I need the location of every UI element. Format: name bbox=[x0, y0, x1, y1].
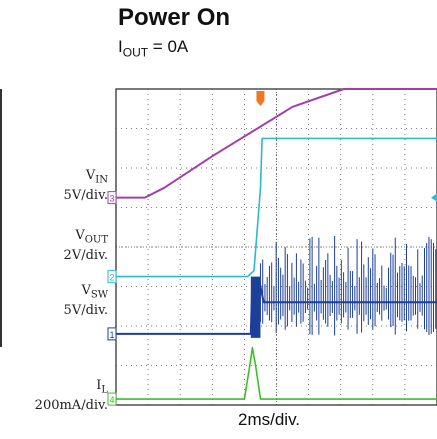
channel-marker-box bbox=[107, 270, 117, 284]
il-label: IL 200mA/div. bbox=[34, 378, 108, 413]
series-vin-line bbox=[116, 88, 437, 199]
vin-label: VIN 5V/div. bbox=[63, 168, 108, 203]
trigger-level-arrow bbox=[431, 193, 437, 202]
chart-subtitle: IOUT = 0A bbox=[118, 37, 189, 60]
chart-title: Power On bbox=[118, 4, 231, 31]
time-per-div-label: 2ms/div. bbox=[238, 410, 301, 429]
channel-marker-box bbox=[107, 327, 117, 341]
channel-marker-label: 1 bbox=[109, 330, 114, 340]
vsw-startup-burst bbox=[250, 276, 261, 338]
channel-marker-label: 3 bbox=[109, 194, 114, 204]
channel-marker-box bbox=[107, 392, 117, 406]
series-vout-line bbox=[116, 137, 437, 278]
vout-label: VOUT 2V/div. bbox=[63, 228, 108, 263]
channel-marker-label: 4 bbox=[109, 395, 114, 405]
trigger-arrow bbox=[256, 101, 265, 106]
trigger-marker bbox=[256, 91, 265, 101]
vsw-label: VSW 5V/div. bbox=[63, 283, 108, 318]
channel-marker-label: 2 bbox=[109, 273, 114, 283]
channel-marker-box bbox=[107, 191, 117, 205]
left-rule bbox=[0, 89, 2, 347]
series-il-line bbox=[116, 346, 437, 400]
